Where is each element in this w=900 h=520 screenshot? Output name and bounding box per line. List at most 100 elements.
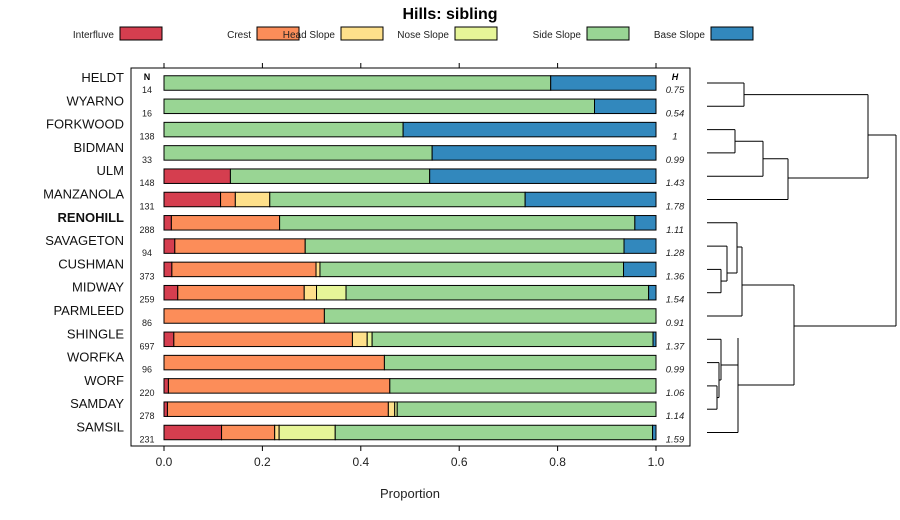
bar-manzanola-interfluve <box>163 191 222 208</box>
bar-shingle-interfluve <box>163 331 175 348</box>
n-value-renohill: 288 <box>139 225 154 235</box>
row-label-cushman: CUSHMAN <box>58 256 124 271</box>
row-label-ulm: ULM <box>97 163 124 178</box>
row-label-samday: SAMDAY <box>70 396 124 411</box>
bar-worf-side-slope <box>389 378 657 394</box>
bar-worf-interfluve <box>163 378 169 394</box>
bar-midway-side-slope <box>345 284 650 301</box>
bar-manzanola-head-slope <box>234 191 271 208</box>
legend-swatch-5 <box>710 26 754 41</box>
bar-ulm-base-slope <box>429 168 657 184</box>
bar-cushman-side-slope <box>319 261 625 278</box>
bar-samday-crest <box>166 401 389 417</box>
bar-bidman-side-slope <box>163 145 433 161</box>
n-value-parmleed: 86 <box>142 318 152 328</box>
bar-wyarno-side-slope <box>163 98 595 115</box>
bar-renohill-base-slope <box>634 215 657 231</box>
bar-cushman-head-slope <box>315 261 321 278</box>
x-tick-label-4: 0.8 <box>549 455 566 469</box>
legend-label-0: Interfluve <box>73 30 115 41</box>
bar-shingle-crest <box>173 331 353 348</box>
bar-midway-interfluve <box>163 284 179 301</box>
bar-ulm-interfluve <box>163 168 231 184</box>
bar-savageton-interfluve <box>163 238 176 254</box>
n-value-manzanola: 131 <box>139 202 154 212</box>
bar-samsil-nose-slope <box>278 424 336 441</box>
bar-samsil-crest <box>221 424 276 441</box>
h-value-manzanola: 1.78 <box>666 202 685 213</box>
h-value-samsil: 1.59 <box>666 435 685 446</box>
bar-worfka-crest <box>163 354 385 371</box>
row-label-shingle: SHINGLE <box>67 326 124 341</box>
bar-samsil-interfluve <box>163 424 223 441</box>
bar-samday-head-slope <box>387 401 396 417</box>
row-label-midway: MIDWAY <box>72 280 124 295</box>
x-tick-label-0: 0.0 <box>156 455 173 469</box>
bar-samday-side-slope <box>396 401 657 417</box>
legend-swatch-3 <box>454 26 498 41</box>
bar-worf-crest <box>167 378 391 394</box>
row-label-parmleed: PARMLEED <box>53 303 124 318</box>
bar-savageton-crest <box>174 238 306 254</box>
x-tick-label-3: 0.6 <box>451 455 468 469</box>
row-label-wyarno: WYARNO <box>66 93 124 108</box>
h-value-midway: 1.54 <box>666 295 685 306</box>
row-label-heldt: HELDT <box>81 70 124 85</box>
legend-swatch-4 <box>586 26 630 41</box>
legend-swatch-1 <box>256 26 300 41</box>
bar-bidman-base-slope <box>431 145 657 161</box>
legend-label-5: Base Slope <box>654 30 706 41</box>
bar-cushman-crest <box>171 261 317 278</box>
n-value-samsil: 231 <box>139 435 154 445</box>
bar-renohill-interfluve <box>163 215 172 231</box>
h-value-renohill: 1.11 <box>666 225 684 236</box>
bar-savageton-base-slope <box>623 238 657 254</box>
legend-label-3: Nose Slope <box>397 30 449 41</box>
h-value-wyarno: 0.54 <box>666 108 685 119</box>
bar-worfka-side-slope <box>383 354 657 371</box>
h-value-worfka: 0.99 <box>666 365 685 376</box>
bar-manzanola-crest <box>220 191 236 208</box>
n-value-worf: 220 <box>139 388 154 398</box>
h-value-savageton: 1.28 <box>666 248 685 259</box>
row-label-forkwood: FORKWOOD <box>46 117 124 132</box>
h-value-heldt: 0.75 <box>666 85 685 96</box>
bar-midway-head-slope <box>303 284 318 301</box>
n-value-ulm: 148 <box>139 178 154 188</box>
n-value-shingle: 697 <box>139 341 154 351</box>
n-value-worfka: 96 <box>142 365 152 375</box>
n-value-heldt: 14 <box>142 85 152 95</box>
row-label-worf: WORF <box>84 373 124 388</box>
x-axis-title: Proportion <box>380 486 440 501</box>
row-label-worfka: WORFKA <box>67 350 124 365</box>
n-value-samday: 278 <box>139 411 154 421</box>
legend-swatch-0 <box>119 26 163 41</box>
n-value-cushman: 373 <box>139 271 154 281</box>
h-value-ulm: 1.43 <box>666 178 685 189</box>
bar-midway-base-slope <box>648 284 657 301</box>
bar-midway-nose-slope <box>316 284 347 301</box>
h-value-bidman: 0.99 <box>666 155 685 166</box>
n-value-bidman: 33 <box>142 155 152 165</box>
bar-manzanola-side-slope <box>269 191 526 208</box>
h-value-shingle: 1.37 <box>666 341 685 352</box>
bar-heldt-side-slope <box>163 75 552 91</box>
legend-swatch-2 <box>340 26 384 41</box>
bar-wyarno-base-slope <box>594 98 657 115</box>
bar-shingle-head-slope <box>351 331 368 348</box>
bar-parmleed-crest <box>163 308 325 324</box>
legend-label-4: Side Slope <box>533 30 582 41</box>
bar-forkwood-base-slope <box>402 121 657 138</box>
bar-renohill-side-slope <box>279 215 636 231</box>
bar-midway-crest <box>177 284 305 301</box>
bar-ulm-side-slope <box>229 168 431 184</box>
row-label-renohill: RENOHILL <box>58 210 125 225</box>
bar-parmleed-side-slope <box>323 308 657 324</box>
bar-savageton-side-slope <box>304 238 625 254</box>
bar-cushman-interfluve <box>163 261 173 278</box>
row-label-bidman: BIDMAN <box>73 140 124 155</box>
x-tick-label-5: 1.0 <box>648 455 665 469</box>
h-column-header: H <box>672 72 679 82</box>
bar-shingle-side-slope <box>371 331 654 348</box>
